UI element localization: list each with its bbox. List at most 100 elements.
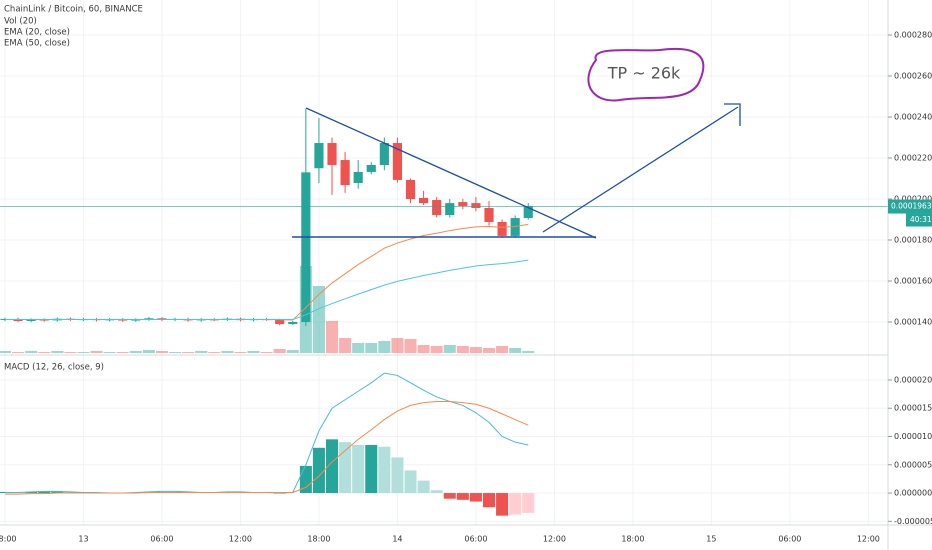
x-tick-label: 13	[78, 535, 88, 544]
histogram-bar	[496, 493, 509, 516]
drawings: TP ~ 26k	[292, 47, 741, 239]
x-tick-label: 14	[392, 535, 402, 544]
volume-bar	[234, 352, 247, 353]
candle-body	[144, 318, 154, 320]
x-tick-label: 06:00	[778, 535, 801, 544]
grid	[0, 0, 888, 525]
histogram-bar	[469, 493, 482, 502]
histogram-bar	[522, 493, 535, 513]
volume-bar	[417, 345, 430, 353]
main-title: ChainLink / Bitcoin, 60, BINANCE	[4, 5, 143, 15]
volume-bar	[365, 343, 378, 353]
volume-bar	[312, 286, 325, 353]
ema-line	[4, 259, 529, 321]
x-tick-label: 12:00	[857, 535, 880, 544]
volume-bar	[247, 351, 260, 353]
histogram-bar	[443, 493, 456, 499]
volume-bar	[469, 347, 482, 353]
volume-bar	[77, 352, 90, 353]
volume-legend: Vol (20)	[4, 17, 37, 27]
marks	[0, 108, 888, 516]
axes: 0.00014000 0.00016000 0.00018000 0.00020000…	[0, 30, 932, 544]
candle-body	[419, 197, 429, 204]
x-tick-label: 15	[706, 535, 716, 544]
volume-bar	[430, 346, 443, 353]
volume-bar	[496, 346, 509, 353]
x-tick-label: 18:00	[307, 535, 330, 544]
volume-bar	[378, 341, 391, 353]
volume-bar	[38, 352, 51, 353]
histogram-bar	[482, 493, 496, 508]
y-tick-label: 0.00001000	[894, 432, 932, 441]
volume-bar	[103, 352, 116, 353]
histogram-bar	[509, 493, 522, 515]
candle-body	[301, 172, 311, 323]
candle-body	[392, 143, 403, 180]
histogram-bar	[25, 491, 38, 494]
candle-body	[510, 218, 520, 236]
candle-body	[405, 179, 416, 199]
y-tick-label: 0.00001500	[894, 404, 932, 413]
y-tick-label: 0.00022000	[894, 153, 932, 162]
annotation-outline	[587, 47, 705, 102]
volume-bar	[339, 338, 352, 353]
histogram-bar	[312, 447, 325, 494]
volume-bar	[51, 351, 64, 353]
volume-bar	[90, 351, 103, 353]
y-tick-label: 0.00014000	[894, 318, 932, 327]
volume-bar	[155, 351, 168, 353]
volume-bar	[352, 343, 365, 353]
signal-line	[4, 400, 529, 495]
histogram-bar	[352, 444, 365, 494]
volume-bar	[260, 352, 273, 353]
candle-body	[0, 318, 10, 320]
candle-body	[131, 319, 141, 321]
countdown: 40:31	[910, 215, 932, 224]
annotation-text: TP ~ 26k	[607, 64, 681, 83]
x-tick-label: 18:00	[621, 535, 644, 544]
y-tick-label: 0.00024000	[894, 112, 932, 121]
histogram-bar	[404, 470, 417, 494]
volume-bar	[25, 351, 38, 353]
histogram-bar	[391, 457, 404, 494]
y-tick-label: 0.00018000	[894, 236, 932, 245]
volume-bar	[273, 349, 286, 353]
y-tick-label: 0.00002000	[894, 375, 932, 384]
candle-body	[314, 143, 324, 169]
volume-bar	[404, 339, 417, 353]
histogram-bar	[299, 465, 312, 494]
arrow-head	[724, 103, 741, 126]
candle-body	[523, 205, 533, 219]
volume-bar	[195, 351, 208, 353]
volume-bar	[221, 351, 234, 353]
volume-bar	[182, 352, 195, 353]
volume-bar	[142, 350, 155, 353]
last-price-box	[888, 199, 932, 214]
candle-body	[484, 208, 494, 222]
volume-bar	[208, 352, 221, 353]
histogram-bar	[64, 491, 77, 494]
candle-body	[366, 164, 376, 172]
candle-body	[275, 319, 285, 325]
volume-bar	[0, 351, 11, 353]
histogram-bar	[365, 444, 378, 494]
target-arrow	[542, 106, 739, 233]
volume-bar	[64, 352, 77, 353]
ema-legend: EMA (20, close)	[4, 28, 70, 38]
histogram-bar	[51, 491, 64, 494]
volume-bar	[169, 352, 182, 353]
y-tick-label: 0.00026000	[894, 71, 932, 80]
histogram-bar	[38, 491, 51, 494]
histogram-bar	[456, 493, 469, 500]
volume-bar	[116, 352, 129, 353]
candle-body	[327, 143, 337, 165]
volume-bar	[12, 352, 25, 353]
candle-body	[458, 202, 468, 206]
candle-body	[497, 221, 507, 236]
y-tick-label: 0.00028000	[894, 30, 932, 39]
histogram-bar	[339, 442, 352, 494]
y-tick-label: 0.00020000	[894, 194, 932, 203]
candle-body	[353, 171, 363, 184]
